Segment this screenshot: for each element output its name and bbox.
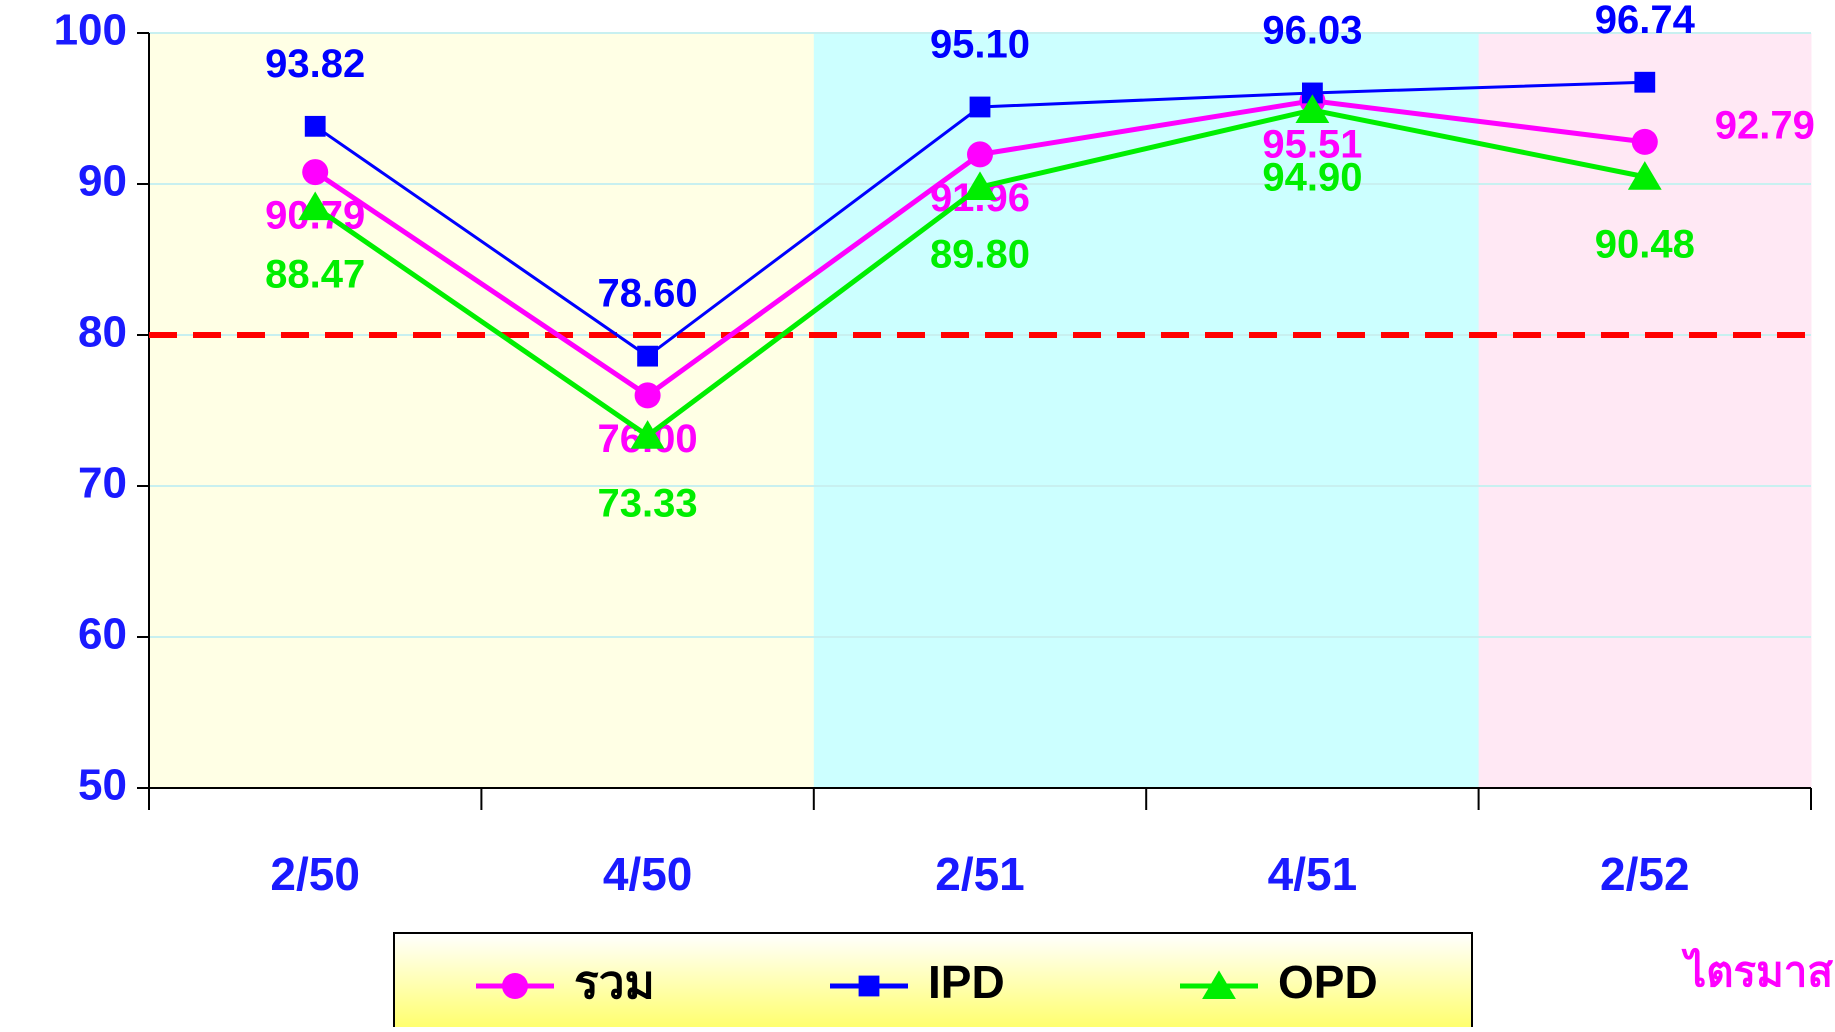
y-tick-label: 60 xyxy=(78,610,127,659)
marker xyxy=(1302,82,1323,104)
legend-label: OPD xyxy=(1278,956,1378,1008)
data-label: 89.80 xyxy=(930,233,1030,277)
x-tick-label: 2/50 xyxy=(270,848,360,900)
marker xyxy=(1202,970,1236,999)
data-label: 88.47 xyxy=(265,253,365,297)
marker xyxy=(969,96,991,118)
y-tick-label: 70 xyxy=(78,459,127,508)
x-axis-label: ไตรมาส xyxy=(1681,947,1833,995)
data-label: 96.03 xyxy=(1262,9,1362,53)
data-label: 96.74 xyxy=(1595,0,1696,42)
y-tick-label: 50 xyxy=(78,761,127,810)
data-label: 73.33 xyxy=(598,481,698,525)
marker xyxy=(502,973,528,999)
y-tick-label: 100 xyxy=(54,6,127,55)
y-tick-label: 80 xyxy=(78,308,127,357)
background-band xyxy=(149,33,482,788)
data-label: 93.82 xyxy=(265,42,365,86)
marker xyxy=(967,141,993,168)
marker xyxy=(1631,128,1658,155)
data-label: 78.60 xyxy=(598,272,698,316)
marker xyxy=(637,345,658,367)
marker xyxy=(1634,71,1656,93)
data-label: 95.51 xyxy=(1262,122,1362,166)
x-tick-label: 4/51 xyxy=(1268,848,1358,900)
marker xyxy=(630,420,665,449)
marker xyxy=(298,191,333,221)
data-label: 95.10 xyxy=(930,23,1030,67)
marker xyxy=(634,382,661,409)
x-tick-label: 2/52 xyxy=(1600,848,1690,900)
marker xyxy=(858,975,880,997)
legend-box xyxy=(393,932,1473,1032)
marker xyxy=(1627,161,1662,190)
legend-label: รวม xyxy=(574,956,655,1008)
data-label: 90.48 xyxy=(1595,222,1695,266)
data-label: 94.90 xyxy=(1262,156,1362,200)
marker xyxy=(1295,94,1330,124)
marker xyxy=(302,159,329,186)
background-band xyxy=(481,33,815,788)
y-tick-label: 90 xyxy=(78,157,127,206)
background-band xyxy=(1146,33,1480,788)
x-tick-label: 4/50 xyxy=(603,848,693,900)
data-label: 92.79 xyxy=(1715,103,1815,147)
marker xyxy=(304,115,326,137)
background-band xyxy=(1478,33,1812,788)
marker xyxy=(963,171,997,201)
x-tick-label: 2/51 xyxy=(935,848,1025,900)
legend-label: IPD xyxy=(928,956,1005,1008)
